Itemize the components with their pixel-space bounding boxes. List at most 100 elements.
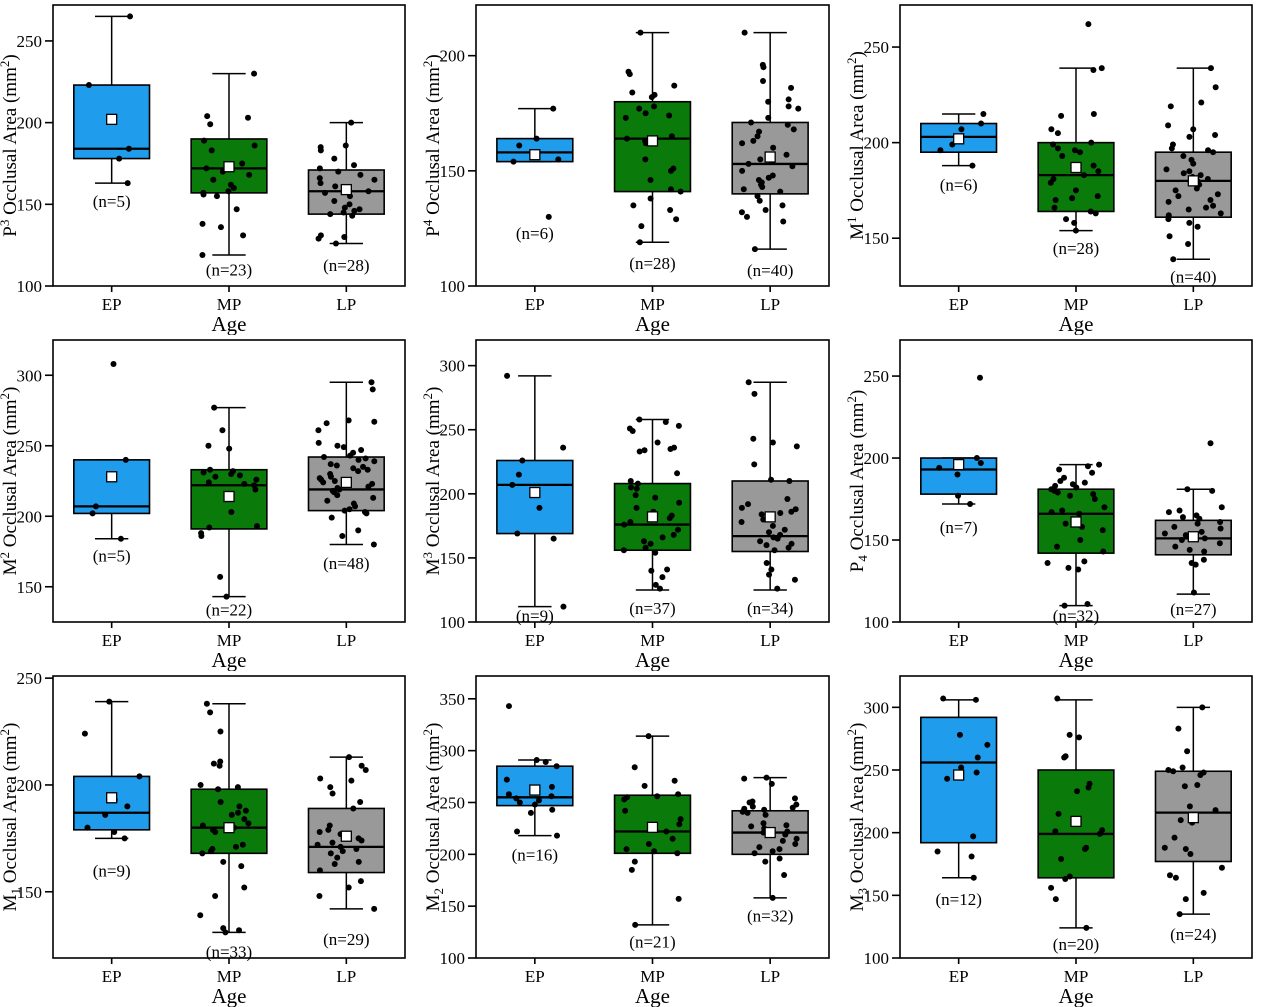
data-point (110, 360, 117, 367)
data-point (360, 463, 367, 470)
n-label: (n=34) (747, 599, 793, 618)
data-point (207, 466, 214, 473)
data-point (1182, 896, 1189, 903)
data-point (368, 379, 375, 386)
x-category-label: LP (336, 631, 356, 650)
data-point (355, 858, 362, 865)
data-point (776, 846, 783, 853)
data-point (1200, 889, 1207, 896)
data-point (671, 777, 678, 784)
data-point (236, 472, 243, 479)
data-point (555, 156, 562, 163)
data-point (1066, 731, 1073, 738)
data-point (340, 209, 347, 216)
y-tick-label: 250 (864, 761, 890, 780)
data-point (217, 573, 224, 580)
data-point (780, 218, 787, 225)
data-point (357, 878, 364, 885)
mean-marker (1070, 516, 1082, 528)
data-point (745, 379, 752, 386)
data-point (516, 142, 523, 149)
data-point (622, 114, 629, 121)
mean-marker (764, 826, 776, 839)
data-point (1083, 924, 1090, 931)
y-tick-label: 200 (440, 845, 466, 864)
y-axis-label: M2 Occlusal Area (mm2) (423, 723, 446, 912)
data-point (745, 160, 752, 167)
data-point (124, 803, 131, 810)
boxplot-panel: 150 200 250 300 M2 Occlusal Area (mm2) (n=5) E… (0, 335, 423, 672)
mean-marker (1187, 175, 1199, 187)
data-point (1197, 772, 1204, 779)
data-point (510, 158, 517, 165)
data-point (200, 191, 207, 198)
box-LP (307, 807, 385, 874)
data-point (1171, 523, 1178, 530)
data-point (210, 176, 217, 183)
n-label: (n=28) (323, 256, 369, 275)
data-point (1085, 784, 1092, 791)
data-point (641, 447, 648, 454)
data-point (317, 180, 324, 187)
data-point (633, 485, 640, 492)
data-point (1087, 208, 1094, 215)
mean-marker (953, 458, 965, 471)
data-point (121, 835, 128, 842)
panel-svg: 100 150 200 250 300 M3 Occlusal Area (mm2) (n=… (844, 675, 1253, 1007)
data-point (976, 374, 983, 381)
data-point (642, 156, 649, 163)
data-point (1201, 548, 1208, 555)
data-point (757, 156, 764, 163)
mean-marker (340, 476, 352, 489)
data-point (628, 866, 635, 873)
n-label: (n=33) (206, 943, 252, 962)
y-tick-label: 200 (17, 776, 43, 795)
data-point (760, 78, 767, 85)
data-point (1196, 515, 1203, 522)
data-point (351, 162, 358, 169)
mean-marker (1187, 811, 1199, 824)
y-tick-label: 150 (864, 229, 890, 248)
data-point (667, 167, 674, 174)
n-label: (n=40) (747, 261, 793, 280)
y-axis-label: P4 Occlusal Area (mm2) (847, 390, 870, 572)
mean-marker (529, 784, 541, 796)
data-point (1190, 126, 1197, 133)
data-point (1207, 196, 1214, 203)
data-point (1194, 782, 1201, 789)
data-point (675, 526, 682, 533)
data-point (1184, 748, 1191, 755)
data-point (1180, 170, 1187, 177)
x-axis-label: Age (1059, 984, 1094, 1007)
data-point (674, 470, 681, 477)
data-point (1216, 540, 1223, 547)
data-point (1081, 479, 1088, 486)
data-point (671, 82, 678, 89)
y-tick-label: 200 (17, 114, 43, 133)
data-point (765, 529, 772, 536)
data-point (329, 790, 336, 797)
data-point (756, 197, 763, 204)
data-point (363, 510, 370, 517)
data-point (1203, 204, 1210, 211)
data-point (667, 186, 674, 193)
data-point (225, 188, 232, 195)
data-point (327, 784, 334, 791)
data-point (1081, 845, 1088, 852)
data-point (203, 700, 210, 707)
data-point (647, 177, 654, 184)
data-point (327, 211, 334, 218)
data-point (1058, 855, 1065, 862)
data-point (763, 560, 770, 567)
data-point (1054, 543, 1061, 550)
data-point (553, 832, 560, 839)
data-point (779, 837, 786, 844)
data-point (750, 137, 757, 144)
data-point (212, 893, 219, 900)
box-MP (1037, 141, 1115, 213)
data-point (236, 927, 243, 934)
data-point (339, 848, 346, 855)
data-point (738, 519, 745, 526)
x-axis-label: Age (1059, 312, 1094, 335)
data-point (362, 455, 369, 462)
